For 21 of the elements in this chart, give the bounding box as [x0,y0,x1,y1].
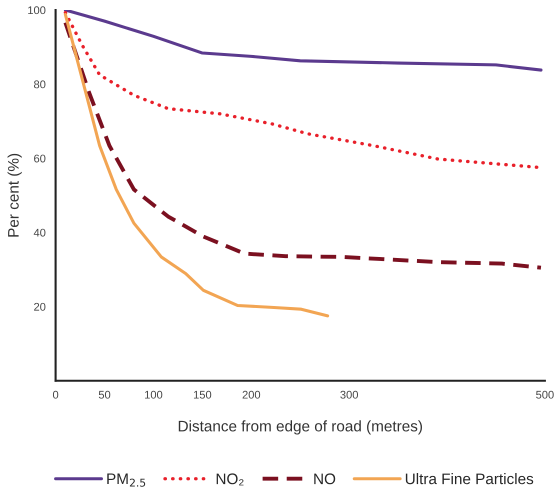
x-tick-label: 0 [52,390,58,399]
x-tick-label: 500 [536,390,554,399]
y-tick-label: 20 [34,302,46,311]
x-tick-label: 50 [98,390,110,399]
x-tick-label: 300 [340,390,358,399]
legend-label: NO₂ [216,473,244,486]
y-tick-label: 80 [34,80,46,88]
x-axis-title: Distance from edge of road (metres) [178,420,422,435]
line-series [64,10,542,72]
x-tick-label: 200 [242,390,260,399]
x-tick-label: 150 [194,390,212,399]
y-tick-label: 60 [34,154,46,162]
y-tick-label: 40 [34,228,46,237]
legend-label: Ultra Fine Particles [406,473,534,484]
line-series [63,20,543,270]
legend-label: NO [314,473,336,484]
x-tick-label: 100 [145,390,162,399]
y-tick-label: 100 [28,6,46,14]
legend-label: PM$_{2.5}$ [107,474,146,487]
y-axis-title: Per cent (%) [8,154,22,237]
line-series [64,12,330,318]
